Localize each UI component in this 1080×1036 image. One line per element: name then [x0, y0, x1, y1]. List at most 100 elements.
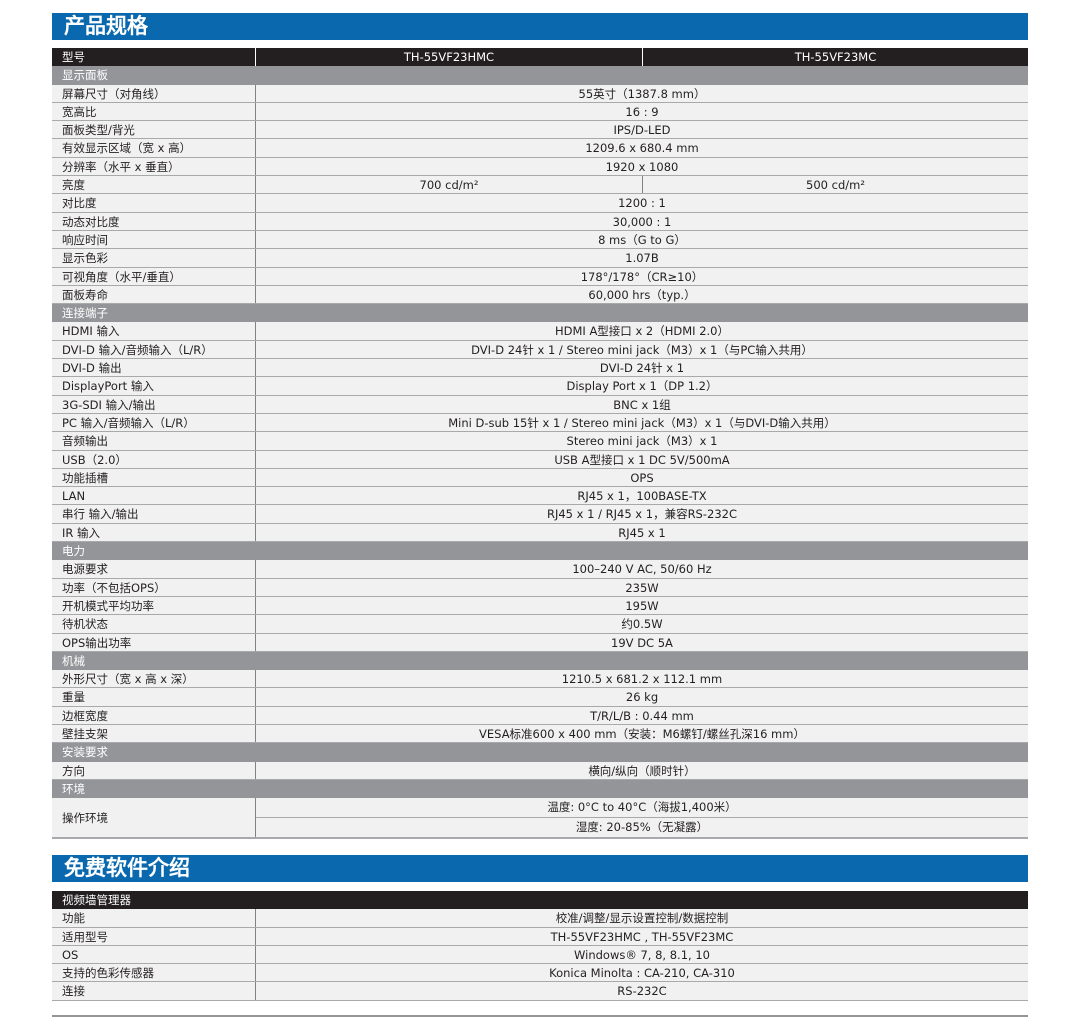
row-label: 功能 [52, 909, 256, 927]
row-subvalue: 温度: 0°C to 40°C（海拔1,400米） [256, 798, 1028, 819]
row-label: HDMI 输入 [52, 322, 256, 340]
table-row: 屏幕尺寸（对角线） 55英寸（1387.8 mm） [52, 84, 1028, 103]
software-section-title: 免费软件介绍 [52, 855, 1028, 882]
row-label: 待机状态 [52, 615, 256, 633]
table-row: 电源要求 100–240 V AC, 50/60 Hz [52, 560, 1028, 579]
table-row: OS Windows® 7, 8, 8.1, 10 [52, 945, 1028, 965]
row-value: 约0.5W [621, 617, 663, 632]
row-values: 温度: 0°C to 40°C（海拔1,400米） 湿度: 20-85%（无凝露） [256, 798, 1028, 837]
table-row: 音频输出 Stereo mini jack（M3）x 1 [52, 432, 1028, 451]
section-row: 电力 [52, 542, 1028, 561]
spec-section-title: 产品规格 [52, 13, 1028, 40]
row-value: 16 : 9 [625, 104, 659, 119]
row-label: PC 输入/音频输入（L/R） [52, 413, 256, 432]
row-label: 显示色彩 [52, 249, 256, 267]
row-value: RJ45 x 1 / RJ45 x 1，兼容RS-232C [546, 507, 737, 522]
row-label: 屏幕尺寸（对角线） [52, 84, 256, 102]
software-header-row: 视频墙管理器 [52, 891, 1028, 910]
table-row: 壁挂支架 VESA标准600 x 400 mm（安装：M6螺钉/螺丝孔深16 mm… [52, 724, 1028, 744]
row-value: Stereo mini jack（M3）x 1 [566, 434, 718, 449]
table-row: 宽高比 16 : 9 [52, 102, 1028, 122]
table-row: 响应时间 8 ms（G to G） [52, 230, 1028, 250]
row-label: 边框宽度 [52, 706, 256, 724]
row-value: 1.07B [625, 251, 659, 266]
row-value: 校准/调整/显示设置控制/数据控制 [555, 911, 729, 926]
row-value: TH-55VF23HMC , TH-55VF23MC [550, 929, 734, 944]
row-label: 可视角度（水平/垂直） [52, 267, 256, 285]
table-row: USB（2.0） USB A型接口 x 1 DC 5V/500mA [52, 450, 1028, 469]
table-row-multi: 操作环境 温度: 0°C to 40°C（海拔1,400米） 湿度: 20-85%（… [52, 798, 1028, 840]
row-value: Konica Minolta : CA-210, CA-310 [549, 966, 735, 981]
row-label: 有效显示区域（宽 x 高） [52, 139, 256, 157]
row-label: 3G-SDI 输入/输出 [52, 395, 256, 413]
table-row: 可视角度（水平/垂直） 178°/178°（CR≥10） [52, 267, 1028, 286]
row-value: RJ45 x 1，100BASE-TX [577, 489, 707, 504]
row-value: 1210.5 x 681.2 x 112.1 mm [561, 672, 723, 687]
row-label: 支持的色彩传感器 [52, 964, 256, 982]
spec-table: 型号 TH-55VF23HMC TH-55VF23MC 显示面板 屏幕尺寸（对角线） 55… [52, 48, 1028, 840]
table-row: 对比度 1200 : 1 [52, 194, 1028, 213]
table-row: OPS输出功率 19V DC 5A [52, 633, 1028, 652]
section-row: 显示面板 [52, 66, 1028, 85]
table-row: 动态对比度 30,000 : 1 [52, 212, 1028, 231]
table-row: 重量 26 kg [52, 688, 1028, 707]
model-name: TH-55VF23HMC [256, 48, 643, 67]
row-value: HDMI A型接口 x 2（HDMI 2.0） [554, 324, 730, 339]
table-row: DVI-D 输入/音频输入（L/R） DVI-D 24针 x 1 / Stereo… [52, 340, 1028, 360]
table-row: 支持的色彩传感器 Konica Minolta : CA-210, CA-310 [52, 964, 1028, 983]
table-row: DisplayPort 输入 Display Port x 1（DP 1.2） [52, 377, 1028, 396]
row-value: 26 kg [625, 690, 659, 705]
row-label: OS [52, 945, 256, 964]
table-row: 面板类型/背光 IPS/D-LED [52, 121, 1028, 140]
row-value: Display Port x 1（DP 1.2） [566, 379, 718, 394]
table-row: 适用型号 TH-55VF23HMC , TH-55VF23MC [52, 927, 1028, 946]
table-row: 开机模式平均功率 195W [52, 596, 1028, 616]
model-name: TH-55VF23MC [794, 50, 877, 64]
row-label: DVI-D 输出 [52, 359, 256, 377]
row-label: 面板类型/背光 [52, 121, 256, 139]
table-row: 待机状态 约0.5W [52, 615, 1028, 634]
row-value: 8 ms（G to G） [598, 232, 686, 247]
table-row: 面板寿命 60,000 hrs（typ.） [52, 285, 1028, 305]
row-value: 横向/纵向（顺时针） [588, 763, 696, 778]
row-value: 700 cd/m² [256, 176, 643, 194]
row-label: 方向 [52, 761, 256, 779]
row-value: 55英寸（1387.8 mm） [578, 86, 706, 101]
row-value: 19V DC 5A [611, 635, 673, 650]
section-row: 环境 [52, 779, 1028, 799]
row-value: OPS [630, 470, 654, 485]
row-subvalue: 湿度: 20-85%（无凝露） [575, 820, 709, 835]
row-value: 60,000 hrs（typ.） [588, 287, 696, 302]
table-row: 功能 校准/调整/显示设置控制/数据控制 [52, 909, 1028, 928]
table-row: 连接 RS-232C [52, 982, 1028, 1001]
row-value: Mini D-sub 15针 x 1 / Stereo mini jack（M3… [448, 415, 836, 430]
row-label: 操作环境 [52, 798, 256, 838]
row-value: BNC x 1组 [613, 397, 671, 412]
row-value: 1920 x 1080 [605, 159, 679, 174]
row-label: 适用型号 [52, 927, 256, 945]
row-label: 音频输出 [52, 432, 256, 450]
row-value: 195W [625, 598, 659, 613]
row-label: 动态对比度 [52, 212, 256, 230]
software-table: 视频墙管理器 功能 校准/调整/显示设置控制/数据控制适用型号 TH-55VF23HM… [52, 891, 1028, 1001]
bottom-divider [52, 1015, 1028, 1017]
table-row: 有效显示区域（宽 x 高） 1209.6 x 680.4 mm [52, 139, 1028, 158]
row-label: 重量 [52, 688, 256, 706]
table-row: HDMI 输入 HDMI A型接口 x 2（HDMI 2.0） [52, 322, 1028, 341]
section-row: 机械 [52, 651, 1028, 671]
row-label: 外形尺寸（宽 x 高 x 深） [52, 670, 256, 688]
table-row: DVI-D 输出 DVI-D 24针 x 1 [52, 359, 1028, 378]
row-label: 连接 [52, 982, 256, 1000]
row-label: 对比度 [52, 194, 256, 212]
row-value: 30,000 : 1 [612, 214, 672, 229]
section-row: 连接端子 [52, 304, 1028, 323]
row-value: Windows® 7, 8, 8.1, 10 [574, 947, 710, 962]
row-label: OPS输出功率 [52, 633, 256, 651]
row-label: 电源要求 [52, 560, 256, 578]
row-label: 亮度 [52, 176, 256, 194]
row-value: VESA标准600 x 400 mm（安装：M6螺钉/螺丝孔深16 mm） [479, 726, 805, 741]
table-header-row: 型号 TH-55VF23HMC TH-55VF23MC [52, 48, 1028, 67]
table-row: 方向 横向/纵向（顺时针） [52, 761, 1028, 780]
row-value: 1200 : 1 [618, 196, 666, 211]
row-value: RJ45 x 1 [618, 525, 666, 540]
